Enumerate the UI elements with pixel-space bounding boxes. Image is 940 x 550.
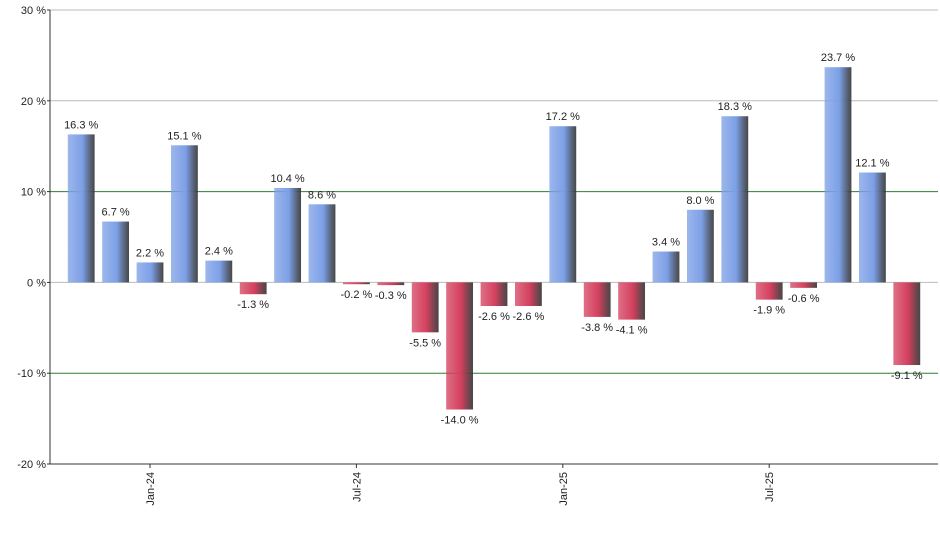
y-tick-label: -20 % [17,459,46,471]
bar [824,67,852,283]
bar [652,251,680,283]
value-label: -1.9 % [753,305,785,317]
bar [239,282,267,295]
value-label: 23.7 % [821,52,855,64]
value-label: -4.1 % [616,325,648,337]
bar [102,221,130,283]
value-label: -5.5 % [409,337,441,349]
x-tick-label: Jul-25 [764,472,776,502]
bar [308,204,336,283]
y-tick-label: 10 % [21,187,46,199]
bar [342,282,370,285]
value-label: -9.1 % [891,370,923,382]
bar [136,262,164,283]
value-label: 8.6 % [308,189,336,201]
value-label: 16.3 % [64,119,98,131]
bar [893,282,921,366]
bar [67,134,95,283]
bar [755,282,783,300]
bar [377,282,405,286]
bar [549,126,577,283]
value-label: 8.0 % [686,195,714,207]
bar [411,282,439,333]
value-label: 3.4 % [652,237,680,249]
value-label: -2.6 % [513,311,545,323]
bar [618,282,646,320]
value-label: 17.2 % [546,111,580,123]
bar [514,282,542,307]
bar [686,209,714,283]
value-label: 12.1 % [855,158,889,170]
value-label: 2.4 % [205,246,233,258]
y-tick-label: 30 % [21,5,46,17]
value-label: -0.2 % [341,289,373,301]
x-tick-label: Jul-24 [351,472,363,502]
bar [274,187,302,283]
value-label: 2.2 % [136,247,164,259]
value-label: -0.6 % [788,293,820,305]
bar [583,282,611,317]
bar [480,282,508,307]
value-label: 6.7 % [102,207,130,219]
y-tick-label: 0 % [27,277,46,289]
bar [790,282,818,288]
value-label: -0.3 % [375,290,407,302]
value-label: -2.6 % [478,311,510,323]
value-label: -1.3 % [237,299,269,311]
bar [170,145,198,283]
x-tick-label: Jan-25 [558,472,570,506]
y-tick-label: 20 % [21,96,46,108]
value-label: -14.0 % [441,415,479,427]
bar [446,282,474,410]
bar [858,172,886,283]
bar [721,116,749,283]
value-label: 10.4 % [270,173,304,185]
value-label: -3.8 % [581,322,613,334]
value-label: 15.1 % [167,130,201,142]
y-tick-label: -10 % [17,368,46,380]
x-tick-label: Jan-24 [145,472,157,506]
bar [205,260,233,283]
value-label: 18.3 % [718,101,752,113]
